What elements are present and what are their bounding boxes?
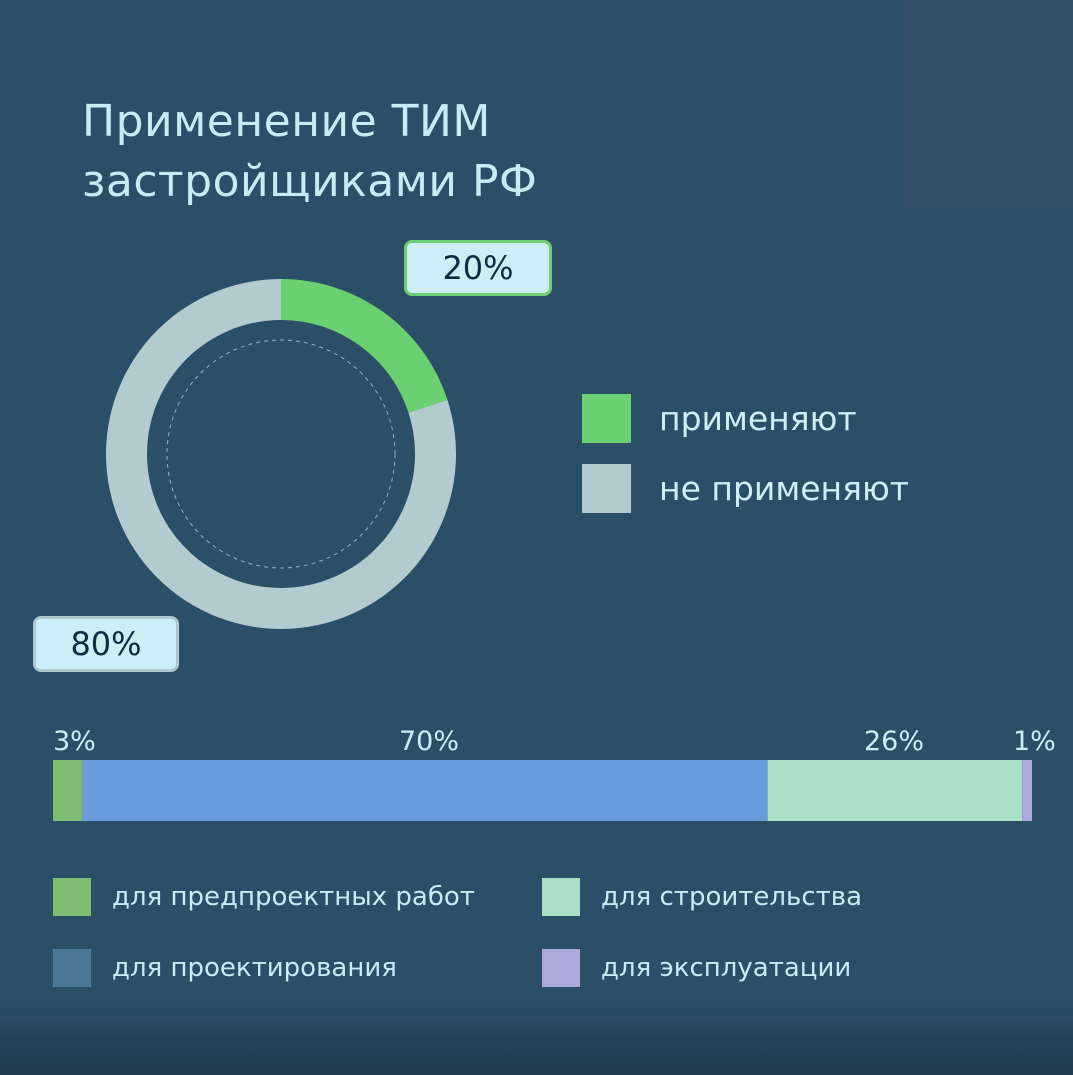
title-line-1: Применение ТИМ (82, 96, 491, 147)
donut-inner-dashed-ring (166, 339, 396, 569)
bar-segment-pre-design (53, 760, 83, 821)
legend-item-apply: применяют (582, 392, 909, 444)
legend-label-design: для проектирования (112, 953, 397, 983)
bar-segment-operation (1022, 760, 1032, 821)
legend-item-not-apply: не применяют (582, 462, 909, 514)
legend-item-construction: для строительства (542, 877, 862, 917)
legend-label-construction: для строительства (601, 882, 863, 912)
legend-swatch-apply (582, 393, 631, 443)
stacked-bar-chart (53, 760, 1032, 821)
legend-item-design: для проектирования (53, 948, 397, 988)
donut-legend: применяют не применяют (582, 392, 909, 532)
not-apply-value-callout: 80% (33, 616, 179, 672)
donut-slice-apply (281, 279, 448, 413)
legend-label-operation: для эксплуатации (601, 953, 852, 983)
legend-item-operation: для эксплуатации (542, 948, 851, 988)
bar-value-label-operation: 1% (1013, 726, 1056, 757)
bar-value-label-design: 70% (399, 726, 460, 757)
legend-label-not-apply: не применяют (659, 468, 909, 508)
corner-decoration (904, 0, 1073, 209)
bar-segment-construction (767, 760, 1023, 821)
legend-swatch-construction (542, 878, 580, 916)
legend-item-pre-design: для предпроектных работ (53, 877, 475, 917)
legend-swatch-pre-design (53, 878, 91, 916)
legend-label-apply: применяют (659, 398, 857, 438)
chart-title: Применение ТИМ застройщиками РФ (82, 92, 537, 212)
title-line-2: застройщиками РФ (82, 156, 538, 207)
bar-value-label-construction: 26% (864, 726, 925, 757)
apply-value-callout: 20% (404, 240, 552, 296)
bar-value-label-pre-design: 3% (53, 726, 96, 757)
legend-swatch-operation (542, 949, 580, 987)
legend-swatch-design (53, 949, 91, 987)
bar-segment-design (82, 760, 768, 821)
bottom-fade (0, 1000, 1073, 1075)
legend-label-pre-design: для предпроектных работ (112, 882, 475, 912)
legend-swatch-not-apply (582, 463, 631, 513)
